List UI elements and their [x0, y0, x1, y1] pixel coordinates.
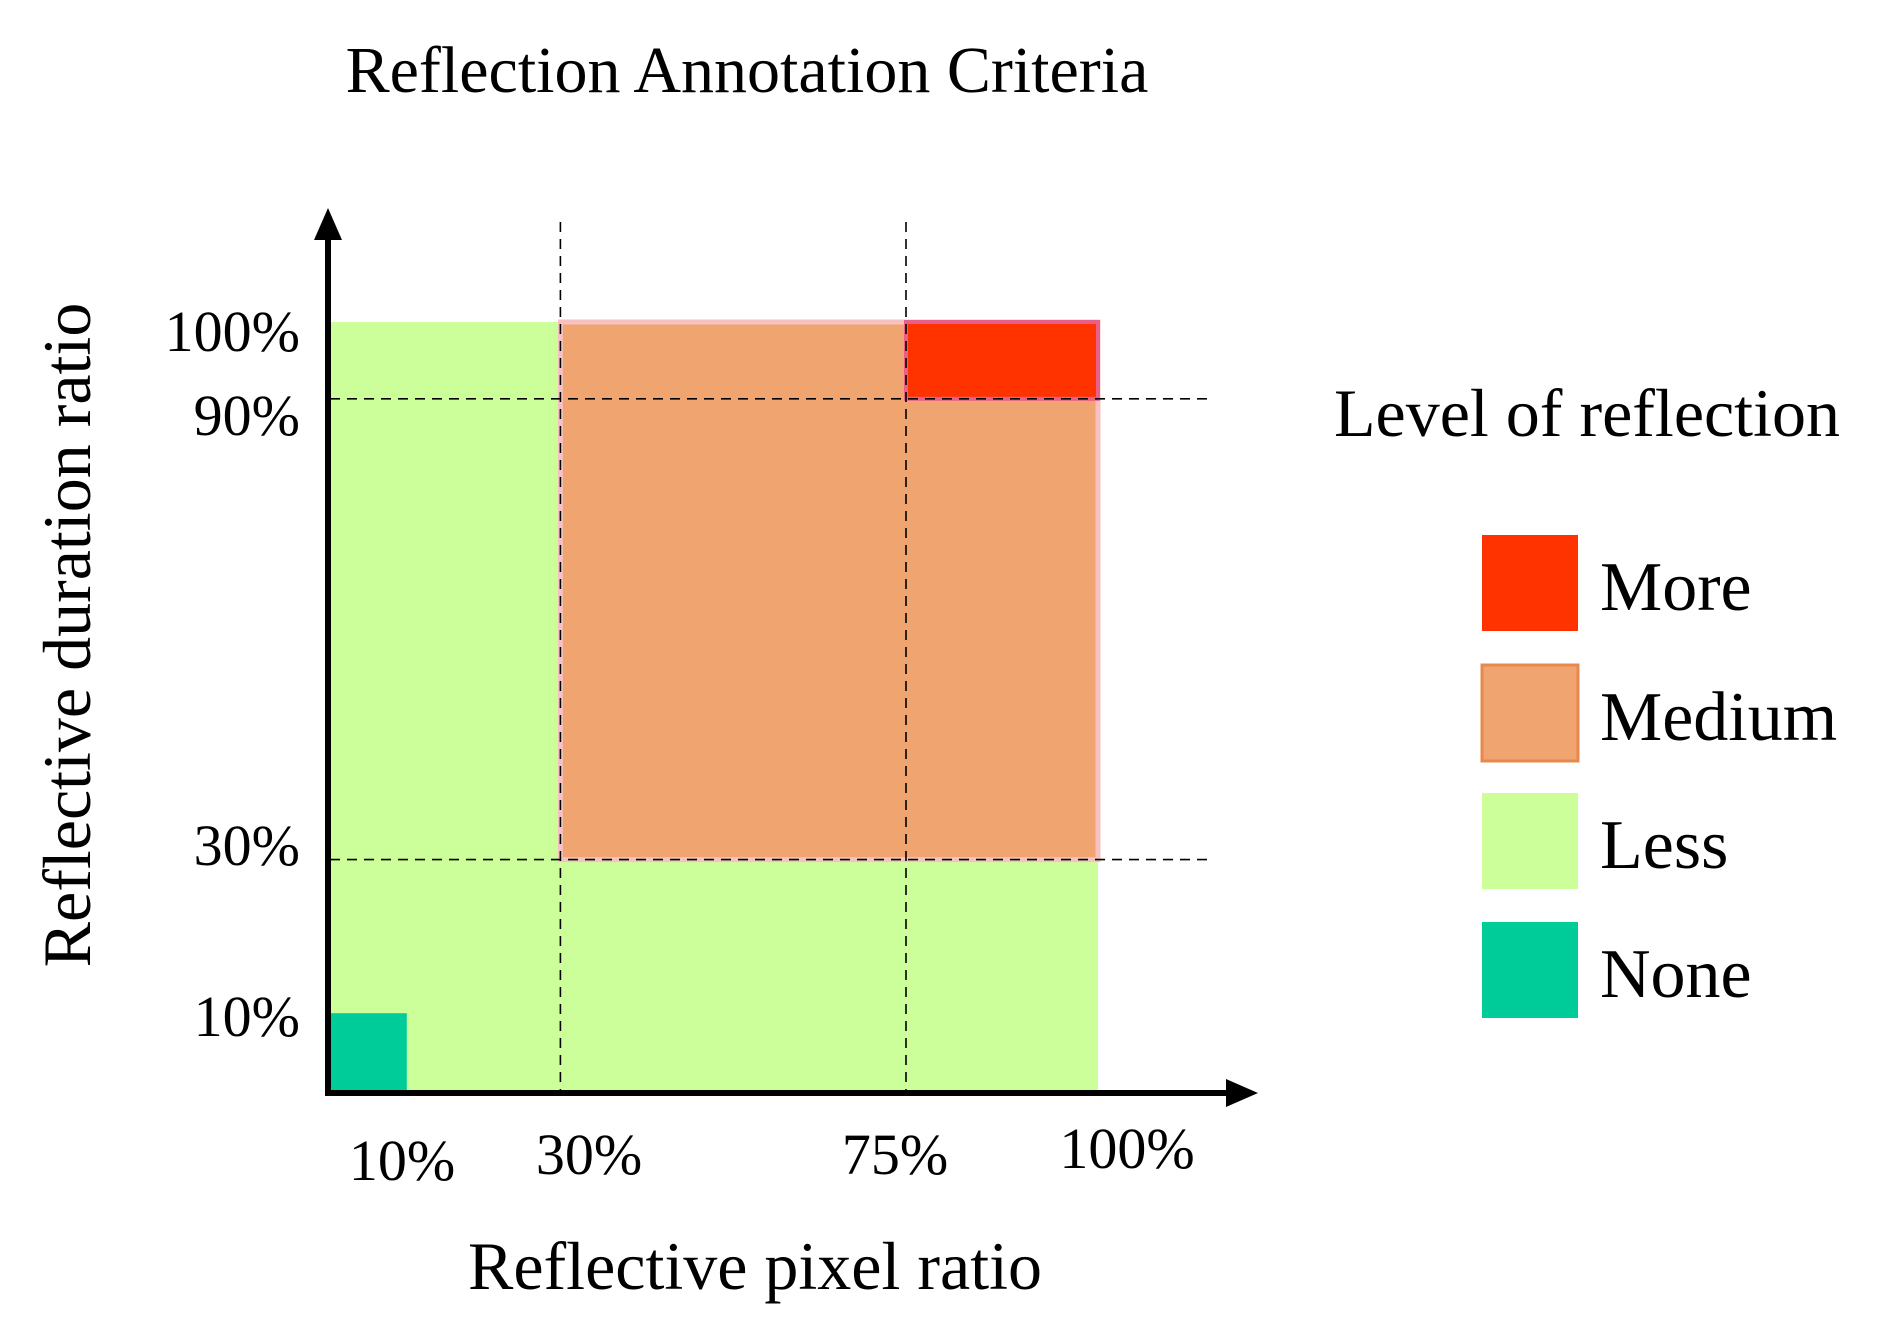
y-axis-arrow	[314, 208, 342, 240]
x-tick-labels: 10% 30% 75% 100%	[349, 1116, 1195, 1193]
legend-item-none: None	[1482, 922, 1752, 1018]
y-tick-label: 90%	[194, 383, 300, 448]
x-tick-label: 75%	[842, 1122, 948, 1187]
diagram-title: Reflection Annotation Criteria	[346, 34, 1149, 107]
legend-item-less: Less	[1482, 793, 1728, 889]
legend-swatch-none	[1482, 922, 1578, 1018]
region-medium	[557, 319, 1101, 863]
legend: More Medium Less None	[1480, 535, 1837, 1018]
y-tick-labels: 100% 90% 30% 10%	[165, 299, 300, 1049]
y-axis-title: Reflective duration ratio	[29, 303, 105, 968]
legend-swatch-medium	[1480, 663, 1580, 763]
legend-title: Level of reflection	[1334, 375, 1840, 451]
y-tick-label: 100%	[165, 299, 300, 364]
legend-item-medium: Medium	[1480, 663, 1837, 763]
axes	[314, 208, 1258, 1107]
legend-item-more: More	[1482, 535, 1752, 631]
x-tick-label: 100%	[1059, 1116, 1194, 1181]
legend-label-more: More	[1600, 549, 1752, 626]
y-tick-label: 30%	[194, 813, 300, 878]
x-axis-arrow	[1226, 1079, 1258, 1107]
y-tick-label: 10%	[194, 984, 300, 1049]
x-tick-label: 30%	[536, 1122, 642, 1187]
grid-lines	[330, 222, 1208, 1090]
legend-label-none: None	[1600, 936, 1752, 1013]
legend-label-medium: Medium	[1600, 679, 1837, 756]
region-more	[904, 320, 1100, 401]
plot-regions	[330, 319, 1101, 1090]
x-axis-title: Reflective pixel ratio	[468, 1228, 1042, 1304]
legend-label-less: Less	[1600, 807, 1728, 884]
legend-swatch-less	[1482, 793, 1578, 889]
region-none	[330, 1013, 407, 1090]
x-tick-label: 10%	[349, 1128, 455, 1193]
legend-swatch-more	[1482, 535, 1578, 631]
